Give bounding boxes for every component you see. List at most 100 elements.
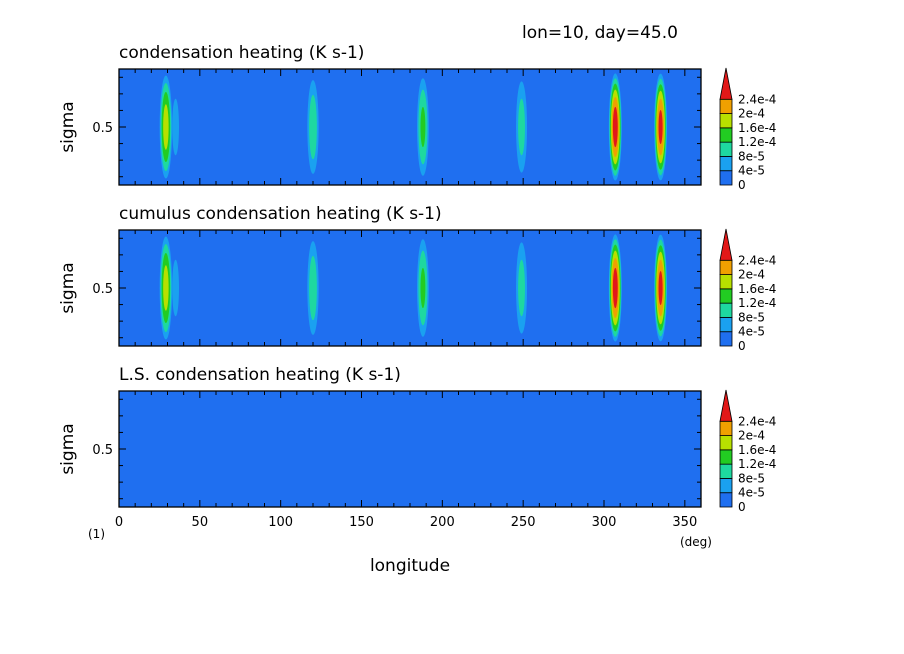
x-tick-label: 350: [672, 515, 697, 530]
contour-fill-group: [159, 73, 668, 181]
heating-cell-8: [654, 73, 668, 181]
colorbar-label: 2e-4: [738, 268, 765, 282]
contour-level-4: [163, 104, 169, 150]
panel-title: condensation heating (K s-1): [119, 43, 364, 63]
panel-3: 0.5 L.S. condensation heating (K s-1) sigm…: [58, 365, 776, 530]
colorbar-segment: [719, 331, 733, 347]
x-tick-label: 50: [192, 515, 209, 530]
heating-cell-1: [159, 75, 173, 179]
colorbar-label: 1.2e-4: [738, 135, 776, 149]
panel-background: [119, 69, 701, 185]
contour-level-3: [420, 106, 426, 148]
x-axis-label: longitude: [370, 556, 450, 576]
heating-cell-7: [608, 73, 622, 181]
colorbar-label: 4e-5: [738, 325, 765, 339]
page-index-label: (1): [88, 527, 105, 541]
colorbar-label: 0: [738, 339, 746, 353]
colorbar-label: 1.2e-4: [738, 296, 776, 310]
contour-level-2: [518, 98, 525, 156]
y-axis-label: sigma: [58, 423, 78, 474]
colorbar-segment: [719, 98, 733, 114]
colorbar-label: 0: [738, 178, 746, 192]
colorbar-segment: [719, 288, 733, 304]
colorbar-label: 8e-5: [738, 471, 765, 485]
x-tick-label: 200: [430, 515, 455, 530]
colorbar-label: 2e-4: [738, 429, 765, 443]
colorbar-label: 8e-5: [738, 310, 765, 324]
y-tick-label: 0.5: [92, 443, 113, 458]
colorbar-label: 0: [738, 500, 746, 514]
panel-title: L.S. condensation heating (K s-1): [119, 365, 401, 385]
y-tick-label: 0.5: [92, 282, 113, 297]
colorbar-segment: [719, 463, 733, 479]
x-tick-label: 100: [268, 515, 293, 530]
heating-cell-2: [172, 259, 179, 317]
colorbar-segment: [719, 274, 733, 290]
colorbar-label: 1.6e-4: [738, 282, 776, 296]
colorbar-label: 8e-5: [738, 149, 765, 163]
x-unit-label: (deg): [680, 535, 712, 549]
contour-level-2: [518, 259, 525, 317]
colorbar: 04e-58e-51.2e-41.6e-42e-42.4e-4: [719, 389, 776, 514]
x-tick-label: 300: [592, 515, 617, 530]
contour-level-4: [163, 265, 169, 311]
x-tick-label: 0: [115, 515, 123, 530]
panel-title: cumulus condensation heating (K s-1): [119, 204, 442, 224]
panel-2: 0.5 cumulus condensation heating (K s-1) s…: [58, 204, 776, 353]
contour-level-6: [612, 267, 618, 309]
heating-cell-3: [307, 241, 319, 335]
contour-fill-group: [159, 234, 668, 342]
colorbar-segment: [719, 302, 733, 318]
colorbar-segment: [719, 435, 733, 451]
colorbar-segment: [719, 317, 733, 333]
heating-cell-4: [417, 239, 429, 337]
colorbar-segment: [719, 156, 733, 172]
panel-1: 0.5 condensation heating (K s-1) sigma 04e-…: [58, 43, 776, 192]
colorbar-segment: [719, 141, 733, 157]
heating-cell-1: [159, 236, 173, 340]
colorbar-segment: [719, 449, 733, 465]
contour-level-6: [658, 110, 663, 144]
colorbar-label: 1.6e-4: [738, 121, 776, 135]
contour-level-1: [172, 259, 179, 317]
y-axis-label: sigma: [58, 262, 78, 313]
contour-level-6: [612, 106, 618, 148]
colorbar-label: 1.6e-4: [738, 443, 776, 457]
heating-cell-7: [608, 234, 622, 342]
colorbar: 04e-58e-51.2e-41.6e-42e-42.4e-4: [719, 67, 776, 192]
x-tick-label: 150: [349, 515, 374, 530]
heating-cell-3: [307, 80, 319, 174]
colorbar-label: 2e-4: [738, 107, 765, 121]
contour-level-3: [420, 267, 426, 309]
colorbar-segment: [719, 492, 733, 508]
colorbar-segment: [719, 478, 733, 494]
colorbar-label: 2.4e-4: [738, 414, 776, 428]
y-tick-label: 0.5: [92, 121, 113, 136]
colorbar-max-arrow: [719, 67, 733, 100]
colorbar: 04e-58e-51.2e-41.6e-42e-42.4e-4: [719, 228, 776, 353]
colorbar-segment: [719, 170, 733, 186]
colorbar-max-arrow: [719, 228, 733, 261]
colorbar-max-arrow: [719, 389, 733, 422]
colorbar-label: 4e-5: [738, 486, 765, 500]
panel-background: [119, 391, 701, 507]
heating-cell-6: [516, 81, 528, 173]
y-axis-label: sigma: [58, 101, 78, 152]
colorbar-segment: [719, 259, 733, 275]
colorbar-segment: [719, 420, 733, 436]
heating-cell-8: [654, 234, 668, 342]
contour-level-2: [309, 94, 317, 160]
contour-level-2: [309, 255, 317, 321]
contour-level-1: [172, 98, 179, 156]
heating-cell-2: [172, 98, 179, 156]
colorbar-label: 4e-5: [738, 164, 765, 178]
heating-cell-6: [516, 242, 528, 334]
contour-level-6: [658, 271, 663, 305]
colorbar-segment: [719, 113, 733, 129]
run-info-label: lon=10, day=45.0: [522, 23, 678, 43]
colorbar-label: 2.4e-4: [738, 92, 776, 106]
colorbar-segment: [719, 127, 733, 143]
heating-cell-4: [417, 78, 429, 176]
